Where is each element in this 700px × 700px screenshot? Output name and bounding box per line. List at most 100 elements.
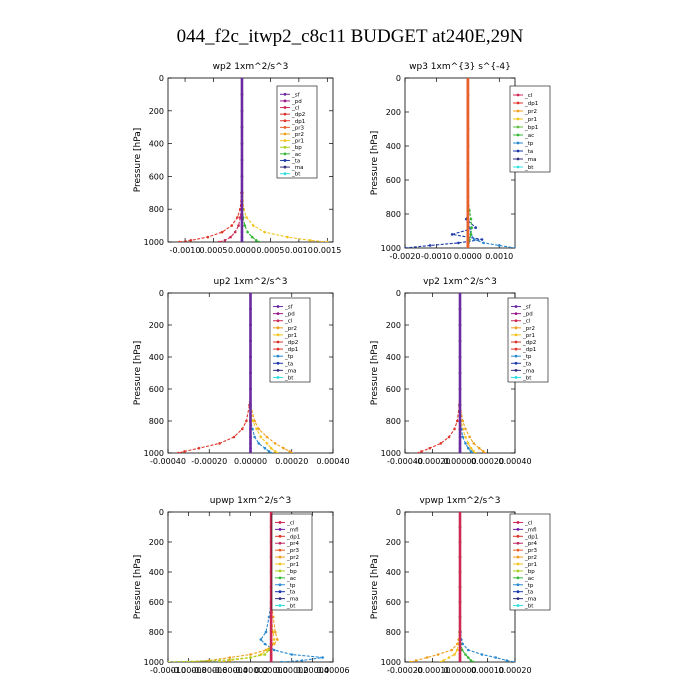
x-tick-label: -0.0010 (421, 252, 452, 261)
legend-label: _pr1 (524, 562, 537, 568)
y-tick-label: 0 (396, 289, 401, 298)
series-group (178, 78, 329, 242)
panels: wp2 1xm^2/s^3 Pressure [hPa] 0 200 400 600 800… (133, 62, 551, 675)
legend-marker (283, 139, 287, 143)
legend-marker (516, 604, 520, 607)
data-point (263, 642, 267, 646)
legend-label: _pr4 (524, 541, 538, 547)
legend-marker (516, 141, 520, 145)
x-tick-label: 0.00040 (498, 457, 531, 466)
data-point (453, 653, 456, 656)
y-axis-label: Pressure [hPa] (370, 131, 380, 196)
data-point (466, 656, 470, 659)
data-point (458, 446, 462, 450)
legend-label: _mfl (286, 527, 299, 533)
data-point (269, 446, 273, 450)
legend-marker (278, 562, 282, 566)
data-point (290, 653, 294, 656)
data-point (249, 355, 252, 359)
legend-label: _mfl (524, 527, 537, 533)
figure-title: 044_f2c_itwp2_c8c11 BUDGET at240E,29N (177, 26, 524, 47)
legend-marker (516, 562, 520, 566)
data-point (425, 656, 429, 659)
data-point (458, 419, 462, 423)
y-tick-label: 800 (386, 417, 401, 426)
y-tick-label: 0 (159, 508, 164, 517)
legend-box (509, 85, 551, 173)
data-point (249, 293, 252, 295)
legend-box (271, 513, 313, 611)
data-point (466, 78, 470, 80)
data-point (455, 648, 459, 652)
y-tick-label: 800 (149, 628, 164, 637)
data-point (249, 451, 252, 453)
legend-label: _ma (524, 597, 536, 603)
data-point (240, 125, 244, 129)
legend-label: _tp (286, 583, 296, 589)
data-point (249, 656, 252, 659)
data-point (269, 630, 273, 634)
legend-marker (516, 527, 520, 531)
series-group (417, 293, 487, 453)
legend-label: _ac (286, 576, 296, 582)
legend-marker (283, 112, 287, 116)
y-tick-label: 200 (149, 321, 164, 330)
x-tick-label: 0.00020 (471, 457, 504, 466)
legend-label: _cl (284, 319, 293, 325)
data-point (233, 230, 237, 234)
legend-marker (516, 149, 520, 153)
data-point (466, 244, 470, 247)
legend-marker (516, 534, 520, 538)
legend-marker (516, 165, 520, 169)
data-point (263, 446, 267, 450)
legend-label: _pr2 (286, 555, 299, 561)
data-point (269, 642, 273, 646)
x-tick-label: 0.0005 (256, 246, 284, 255)
legend-label: _tp (522, 354, 532, 360)
panel-0: wp2 1xm^2/s^3 Pressure [hPa] 0 200 400 600 800… (133, 62, 341, 255)
x-tick-label: -0.00020 (387, 666, 423, 675)
legend-box (507, 297, 549, 383)
panel-3: vp2 1xm^2/s^3 Pressure [hPa] 0 200 400 600 800… (370, 277, 549, 466)
data-point (458, 355, 462, 359)
y-tick-label: 400 (386, 142, 401, 151)
data-point (458, 403, 462, 407)
data-point (273, 450, 277, 453)
data-point (288, 450, 291, 453)
data-point (468, 435, 471, 439)
legend-label: _dp1 (524, 534, 538, 540)
y-tick-label: 1000 (381, 449, 401, 458)
data-point (229, 235, 232, 239)
legend-marker (278, 527, 282, 531)
x-tick-label: 0.00000 (443, 666, 476, 675)
legend-label: _ta (524, 149, 533, 155)
data-point (265, 442, 269, 445)
data-point (458, 630, 462, 634)
x-tick-label: 0.00040 (316, 457, 349, 466)
data-point (414, 659, 418, 662)
x-tick-label: -0.0020 (390, 252, 421, 261)
data-point (257, 427, 261, 431)
data-point (420, 450, 423, 453)
x-tick-label: -0.00010 (150, 666, 186, 675)
y-tick-label: 200 (149, 538, 164, 547)
x-tick-label: 0.0010 (485, 252, 513, 261)
legend-label: _ma (524, 157, 536, 163)
data-point (466, 442, 470, 445)
legend-label: _ac (524, 133, 534, 139)
legend-label: _bp (524, 569, 535, 575)
legend-label: _pr3 (291, 125, 305, 131)
x-tick-label: -0.00002 (233, 666, 269, 675)
data-point (458, 653, 462, 656)
legend-box (509, 513, 551, 611)
data-point (273, 442, 277, 445)
legend-marker (514, 354, 518, 358)
data-point (466, 209, 470, 212)
data-point (290, 451, 294, 453)
legend-label: _ta (286, 590, 295, 596)
legend-box (269, 297, 311, 383)
data-point (453, 427, 456, 431)
data-point (220, 230, 224, 234)
